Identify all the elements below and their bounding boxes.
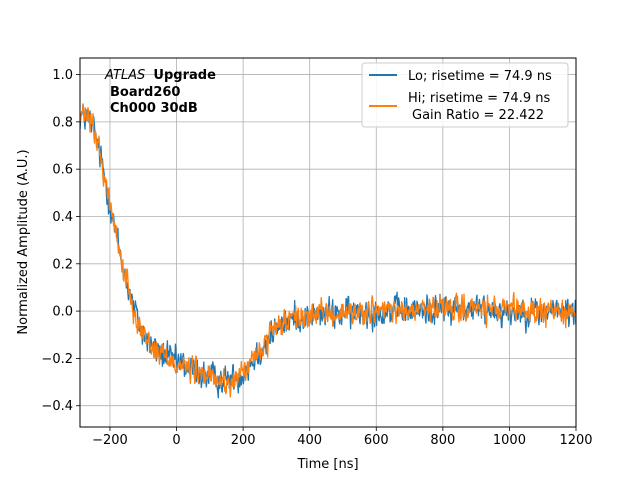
atlas-label: ATLAS — [104, 68, 145, 83]
svg-text:ATLAS Upgrade: ATLAS Upgrade — [104, 68, 216, 83]
x-axis-title: Time [ns] — [296, 457, 358, 472]
y-tick-label: 0.2 — [52, 257, 73, 272]
legend: Lo; risetime = 74.9 ns Hi; risetime = 74… — [361, 62, 569, 128]
x-tick-label: 600 — [364, 433, 389, 448]
y-tick-label: 0.4 — [52, 210, 73, 225]
plot-frame — [79, 57, 577, 428]
x-tick-label: 0 — [172, 433, 180, 448]
y-tick-label: −0.2 — [41, 352, 73, 367]
y-axis-title: Normalized Amplitude (A.U.) — [16, 149, 31, 334]
series-group — [80, 103, 576, 399]
series-line-hi — [80, 104, 576, 398]
y-tick-label: 1.0 — [52, 68, 73, 83]
atlas-annotation: ATLAS Upgrade Board260 Ch000 30dB — [104, 68, 216, 116]
ticks: −200 0 200 400 600 800 1000 1200 −0.4 −0.2 0.0 0.2 0… — [41, 68, 592, 448]
x-tick-label: 800 — [430, 433, 455, 448]
y-tick-label: 0.8 — [52, 115, 73, 130]
legend-label-lo: Lo; risetime = 74.9 ns — [408, 69, 552, 84]
x-tick-label: 1200 — [559, 433, 592, 448]
x-tick-label: 1000 — [493, 433, 526, 448]
legend-label-hi-line2: Gain Ratio = 22.422 — [412, 108, 544, 123]
y-tick-label: 0.6 — [52, 163, 73, 178]
board-label: Board260 — [110, 85, 180, 100]
x-tick-label: 200 — [231, 433, 256, 448]
upgrade-label: Upgrade — [153, 68, 216, 83]
legend-box — [361, 62, 569, 128]
y-tick-label: 0.0 — [52, 305, 73, 320]
legend-label-hi-line1: Hi; risetime = 74.9 ns — [408, 91, 550, 106]
y-tick-label: −0.4 — [41, 399, 73, 414]
channel-label: Ch000 30dB — [110, 101, 198, 116]
x-tick-label: 400 — [297, 433, 322, 448]
x-tick-label: −200 — [92, 433, 128, 448]
